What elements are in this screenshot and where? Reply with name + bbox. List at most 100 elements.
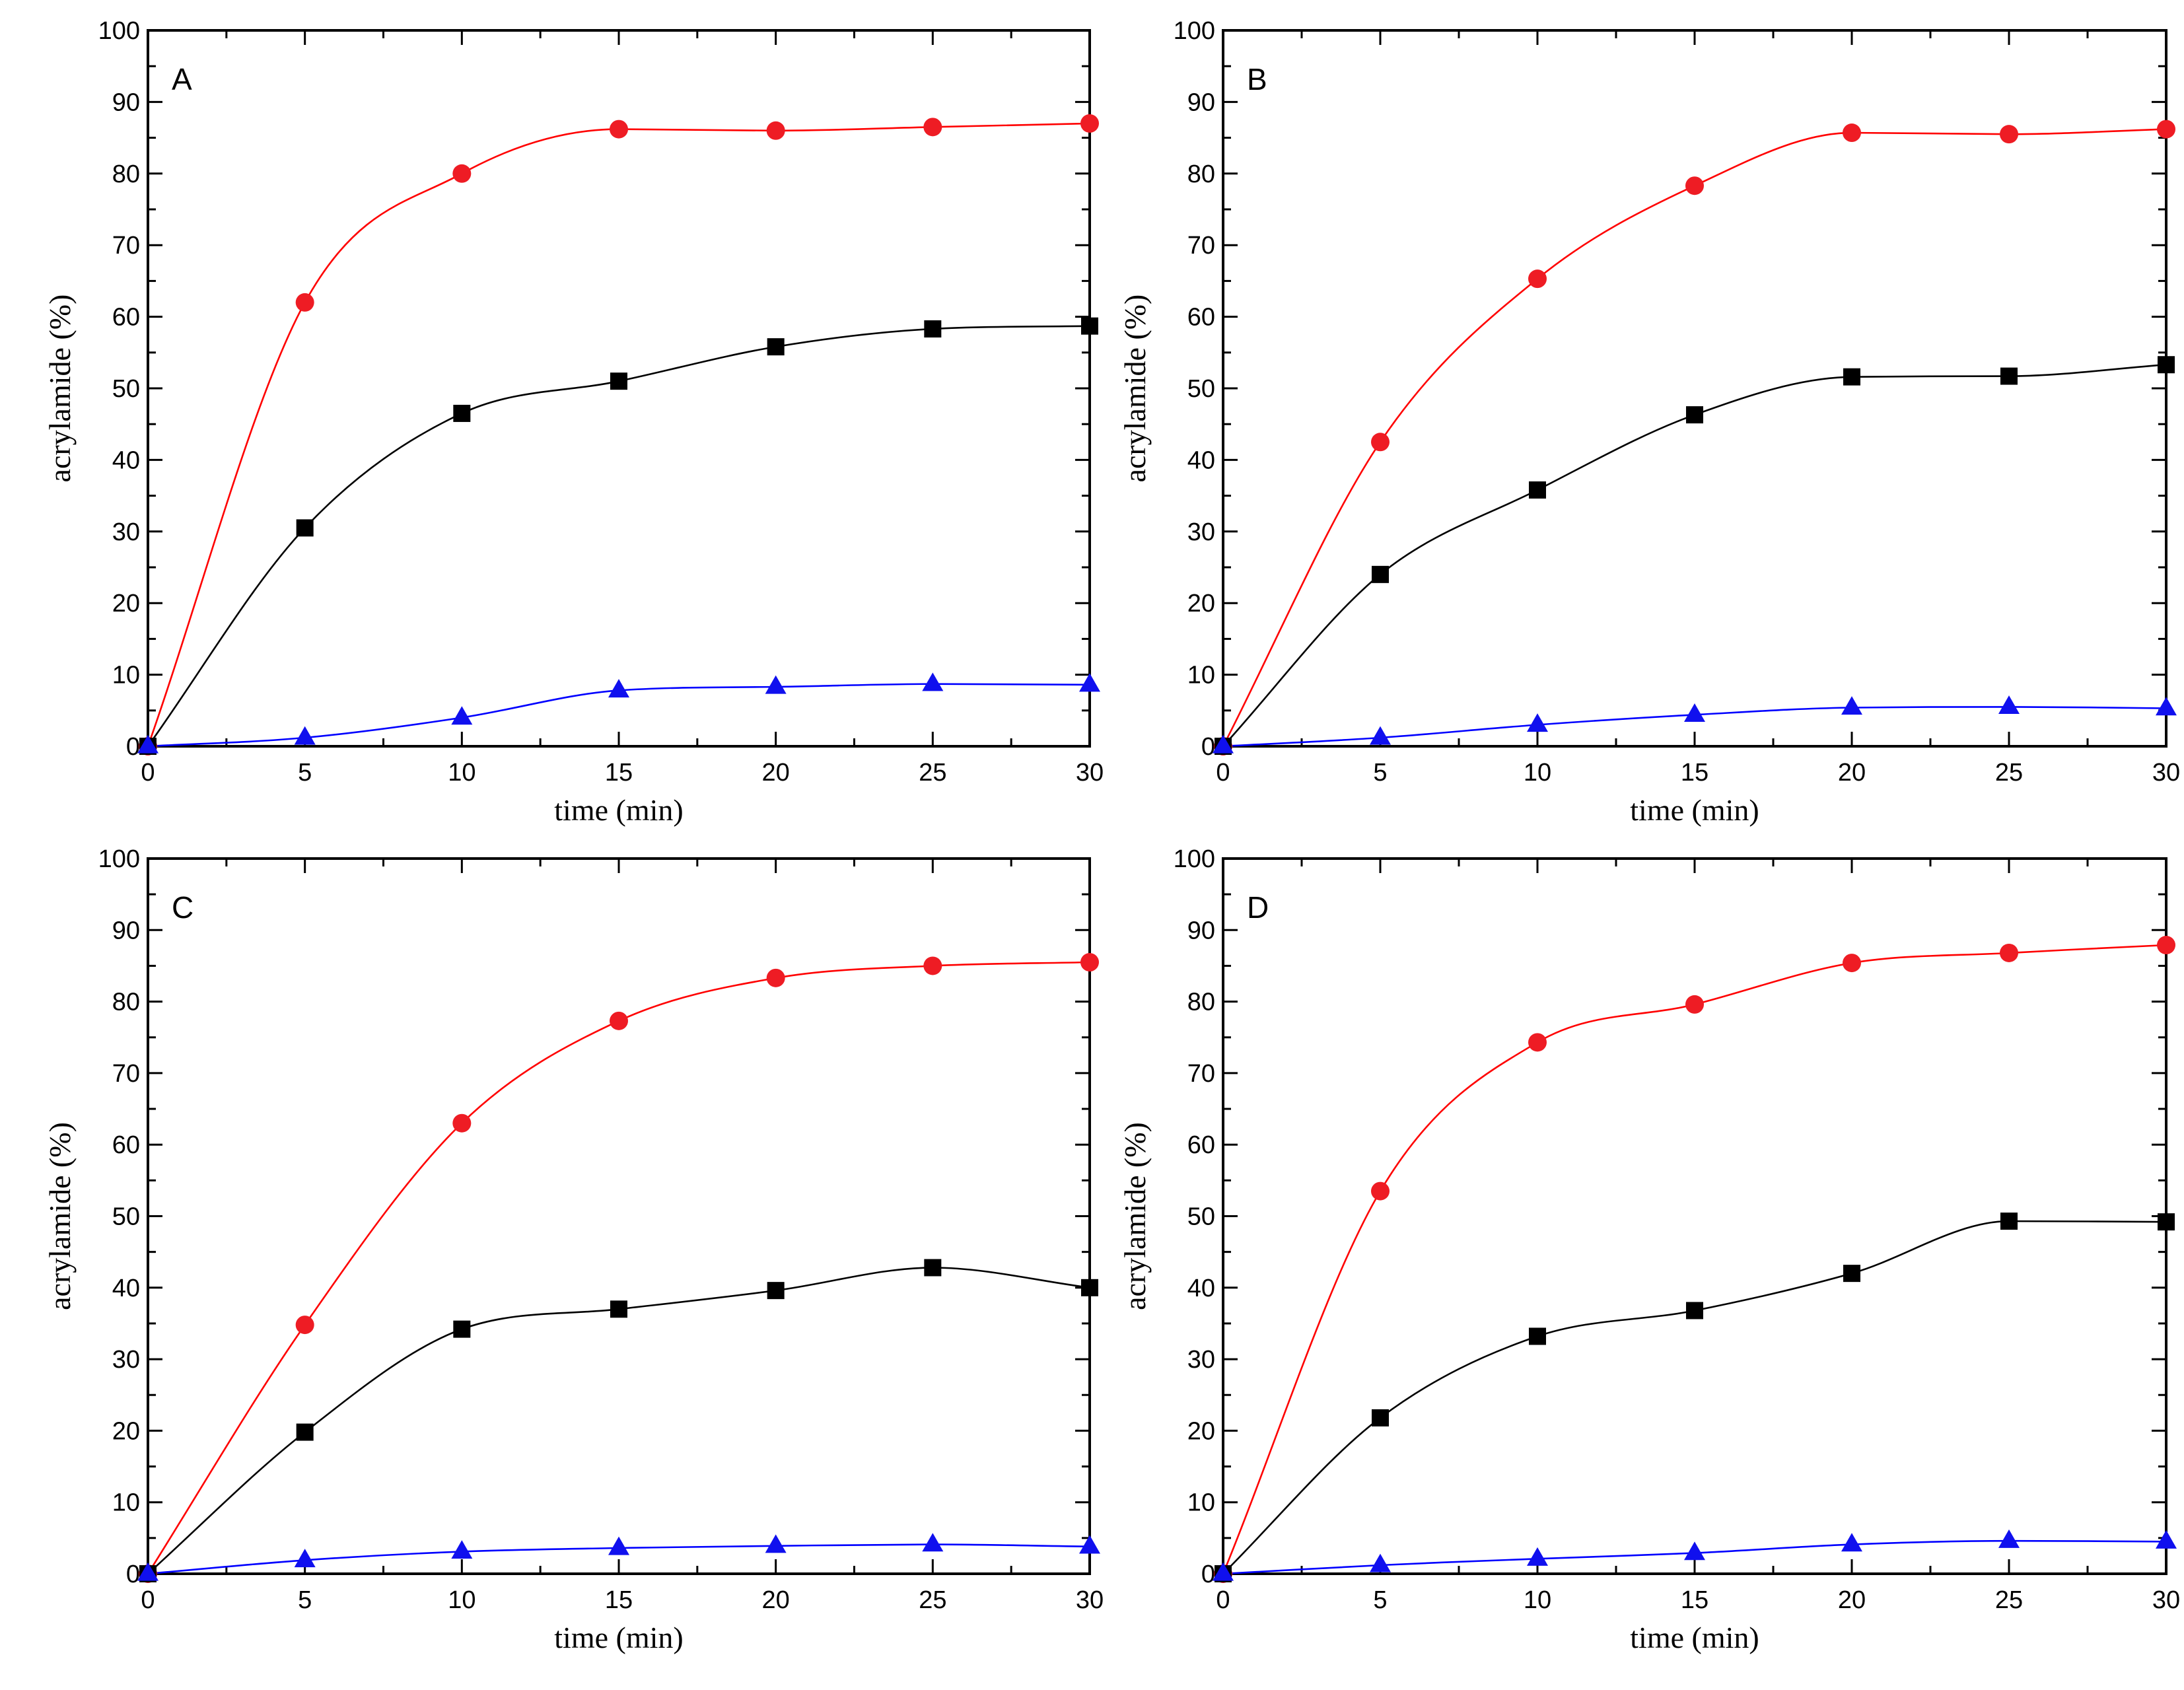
panel-label: D — [1247, 890, 1269, 925]
x-tick-label: 20 — [1838, 1586, 1866, 1614]
x-tick-label: 25 — [1995, 759, 2023, 787]
data-point-square — [296, 1423, 314, 1441]
data-point-triangle — [1370, 726, 1391, 745]
y-tick-label: 70 — [112, 1060, 140, 1088]
data-point-triangle — [451, 706, 473, 725]
data-point-circle — [610, 1011, 628, 1030]
x-tick-label: 0 — [1216, 759, 1230, 787]
data-point-circle — [452, 164, 472, 183]
data-point-triangle — [1213, 1562, 1234, 1581]
data-point-triangle — [294, 726, 316, 745]
x-tick-label: 30 — [1076, 759, 1104, 787]
panel-d: 0 5 10 15 20 25 30 0 10 20 30 40 50 60 70 80 90 100 time (… — [1118, 845, 2180, 1654]
data-point-square — [2000, 367, 2018, 385]
x-tick-label: 5 — [1373, 759, 1387, 787]
x-tick-label: 15 — [1681, 1586, 1708, 1614]
data-point-circle — [2000, 125, 2018, 144]
data-point-square — [924, 1259, 942, 1277]
data-point-triangle — [1370, 1553, 1391, 1572]
x-tick-label: 20 — [1838, 759, 1866, 787]
data-point-circle — [1843, 954, 1861, 973]
y-axis-title: acrylamide (%) — [43, 295, 77, 483]
data-point-square — [1081, 317, 1098, 335]
y-tick-label: 90 — [1187, 917, 1215, 944]
panel-a: 0 5 10 15 20 25 30 0 10 20 30 40 50 60 70 80 90 100 time (… — [43, 17, 1104, 827]
data-point-square — [767, 1282, 785, 1300]
y-axis-title: acrylamide (%) — [1118, 295, 1152, 483]
data-point-circle — [1371, 1181, 1390, 1201]
data-point-circle — [1080, 953, 1099, 972]
data-point-circle — [1080, 114, 1099, 133]
data-point-triangle — [137, 1562, 159, 1581]
data-point-triangle — [1527, 713, 1548, 732]
data-point-circle — [1528, 269, 1547, 289]
y-tick-label: 50 — [112, 375, 140, 403]
data-point-square — [1843, 368, 1860, 386]
y-tick-label: 100 — [1174, 17, 1215, 45]
fit-line-circle — [1222, 944, 2167, 1574]
y-tick-label: 90 — [1187, 88, 1215, 116]
data-point-square — [610, 372, 627, 390]
x-tick-label: 5 — [1373, 1586, 1387, 1614]
panel-b: 0 5 10 15 20 25 30 0 10 20 30 40 50 60 70 80 90 100 time (… — [1118, 17, 2180, 827]
fit-line-circle — [147, 122, 1090, 747]
y-tick-label: 20 — [1187, 590, 1215, 617]
y-tick-label: 80 — [1187, 160, 1215, 188]
y-tick-label: 30 — [1187, 1346, 1215, 1374]
fit-line-circle — [1222, 128, 2167, 747]
x-tick-label: 15 — [605, 759, 633, 787]
data-point-circle — [610, 120, 628, 139]
data-point-triangle — [451, 1540, 473, 1559]
y-tick-label: 70 — [1187, 1060, 1215, 1088]
x-tick-label: 20 — [762, 759, 790, 787]
data-point-circle — [2000, 943, 2018, 962]
y-tick-label: 30 — [112, 1346, 140, 1374]
x-tick-label: 0 — [141, 1586, 155, 1614]
data-point-triangle — [1998, 695, 2020, 715]
y-tick-label: 0 — [1201, 733, 1215, 761]
x-tick-label: 25 — [1995, 1586, 2023, 1614]
data-point-circle — [766, 968, 785, 987]
data-point-triangle — [2156, 697, 2177, 716]
y-tick-label: 60 — [1187, 1131, 1215, 1159]
x-tick-label: 15 — [1681, 759, 1708, 787]
data-point-circle — [295, 293, 314, 312]
data-point-square — [2158, 1213, 2175, 1231]
panel-c: 0 5 10 15 20 25 30 0 10 20 30 40 50 60 70 80 90 100 time (… — [43, 845, 1104, 1654]
y-tick-label: 80 — [112, 989, 140, 1016]
data-point-circle — [1528, 1033, 1547, 1052]
data-point-square — [610, 1300, 627, 1318]
y-tick-label: 100 — [98, 17, 140, 45]
y-tick-label: 50 — [112, 1203, 140, 1231]
y-tick-label: 10 — [112, 662, 140, 689]
data-point-circle — [1685, 995, 1704, 1014]
y-axis-title: acrylamide (%) — [1118, 1122, 1152, 1310]
data-point-triangle — [922, 1533, 944, 1552]
y-tick-label: 60 — [112, 1131, 140, 1159]
y-tick-label: 80 — [1187, 989, 1215, 1016]
data-point-square — [1372, 1409, 1389, 1426]
x-tick-label: 0 — [1216, 1586, 1230, 1614]
data-point-triangle — [1998, 1529, 2020, 1548]
data-point-circle — [766, 121, 785, 140]
x-tick-label: 10 — [448, 1586, 476, 1614]
data-point-square — [1081, 1279, 1098, 1296]
y-tick-label: 10 — [1187, 1489, 1215, 1517]
data-point-circle — [2157, 120, 2175, 139]
data-point-triangle — [1841, 1533, 1862, 1552]
x-tick-label: 5 — [298, 759, 312, 787]
data-point-square — [1372, 565, 1389, 583]
y-tick-label: 0 — [126, 733, 140, 761]
data-point-square — [767, 338, 785, 356]
y-tick-label: 40 — [1187, 446, 1215, 474]
y-tick-label: 40 — [1187, 1275, 1215, 1302]
x-tick-label: 10 — [448, 759, 476, 787]
y-tick-label: 20 — [112, 1417, 140, 1445]
y-tick-label: 30 — [1187, 518, 1215, 546]
y-tick-label: 0 — [1201, 1561, 1215, 1588]
x-tick-label: 25 — [919, 1586, 946, 1614]
x-tick-label: 15 — [605, 1586, 633, 1614]
data-point-square — [2158, 356, 2175, 374]
y-tick-label: 90 — [112, 88, 140, 116]
